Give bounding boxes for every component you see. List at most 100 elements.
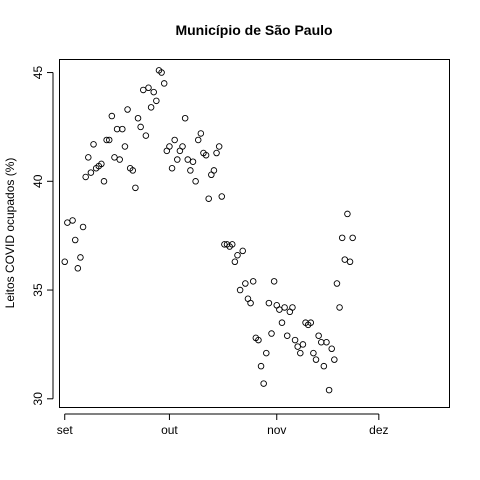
data-point (108, 112, 116, 120)
data-point (268, 330, 275, 337)
data-point (331, 356, 338, 363)
data-point (276, 306, 283, 313)
data-point (247, 299, 254, 307)
data-point (336, 304, 343, 311)
data-point (187, 167, 194, 174)
data-point (192, 178, 199, 185)
data-point (312, 356, 320, 363)
data-point (249, 278, 257, 285)
data-point (255, 336, 262, 344)
data-point (179, 143, 186, 150)
data-point (215, 143, 223, 150)
data-point (283, 332, 291, 339)
data-point (325, 386, 333, 394)
data-point (79, 223, 87, 231)
data-point (278, 319, 286, 326)
data-point (166, 143, 173, 150)
data-point (349, 234, 356, 242)
data-point (239, 247, 246, 255)
data-point (281, 304, 288, 311)
data-point (242, 280, 249, 287)
data-point (338, 234, 346, 242)
data-point (344, 210, 351, 218)
data-point (317, 339, 325, 346)
data-point (64, 219, 71, 226)
data-point (69, 217, 76, 224)
x-tick-label: nov (267, 423, 286, 437)
data-point (98, 160, 105, 168)
data-point (171, 136, 178, 144)
data-point (328, 345, 335, 353)
data-point (147, 104, 155, 111)
data-point (124, 106, 131, 113)
data-points (61, 67, 356, 394)
data-point (90, 141, 97, 148)
data-point (121, 143, 129, 150)
x-tick-label: set (57, 423, 74, 437)
data-point (236, 286, 244, 294)
data-point (160, 80, 168, 87)
data-point (289, 304, 296, 311)
data-point (213, 149, 220, 157)
data-point (105, 136, 113, 144)
data-point (74, 265, 82, 272)
y-tick-label: 35 (31, 283, 45, 297)
x-tick-label: dez (369, 423, 388, 437)
data-point (116, 156, 123, 163)
data-point (111, 154, 118, 161)
data-point (197, 130, 205, 137)
data-point (61, 258, 68, 266)
data-point (158, 69, 165, 76)
chart-title: Município de São Paulo (175, 22, 332, 38)
data-point (294, 343, 301, 350)
data-point (140, 86, 147, 94)
data-point (132, 184, 139, 192)
data-point (181, 114, 189, 122)
data-point (129, 167, 137, 174)
data-point (323, 339, 330, 346)
data-point (103, 136, 110, 144)
data-point (257, 362, 265, 370)
data-point (346, 258, 354, 266)
data-point (150, 88, 157, 96)
data-point (263, 349, 270, 357)
data-point (100, 178, 108, 185)
data-point (229, 241, 236, 248)
data-point (291, 336, 299, 344)
data-point (82, 173, 89, 181)
data-point (315, 332, 322, 339)
data-point (341, 256, 349, 263)
data-point (189, 158, 197, 165)
x-axis: set out nov dez (57, 413, 389, 437)
data-point (168, 164, 176, 172)
y-axis-label: Leitos COVID ocupados (%) (3, 158, 17, 309)
x-tick-label: out (161, 423, 178, 437)
data-point (77, 254, 84, 261)
data-point (231, 258, 239, 266)
data-point (320, 362, 328, 370)
data-point (145, 84, 152, 92)
y-tick-label: 40 (31, 174, 45, 188)
data-point (310, 349, 317, 357)
data-point (299, 341, 307, 348)
data-point (307, 319, 315, 326)
data-point (87, 169, 95, 176)
data-point (202, 151, 210, 159)
y-tick-label: 30 (31, 392, 45, 406)
data-point (210, 167, 218, 174)
data-point (142, 132, 150, 139)
data-point (153, 97, 160, 105)
y-axis: 30 35 40 45 (31, 66, 54, 406)
data-point (119, 125, 126, 133)
data-point (270, 278, 278, 285)
y-tick-label: 45 (31, 66, 45, 80)
data-point (71, 236, 79, 244)
data-point (205, 195, 212, 202)
data-point (174, 156, 181, 163)
data-point (85, 154, 92, 161)
data-point (234, 251, 241, 259)
data-point (218, 193, 226, 200)
data-point (260, 380, 267, 387)
data-point (297, 349, 304, 357)
